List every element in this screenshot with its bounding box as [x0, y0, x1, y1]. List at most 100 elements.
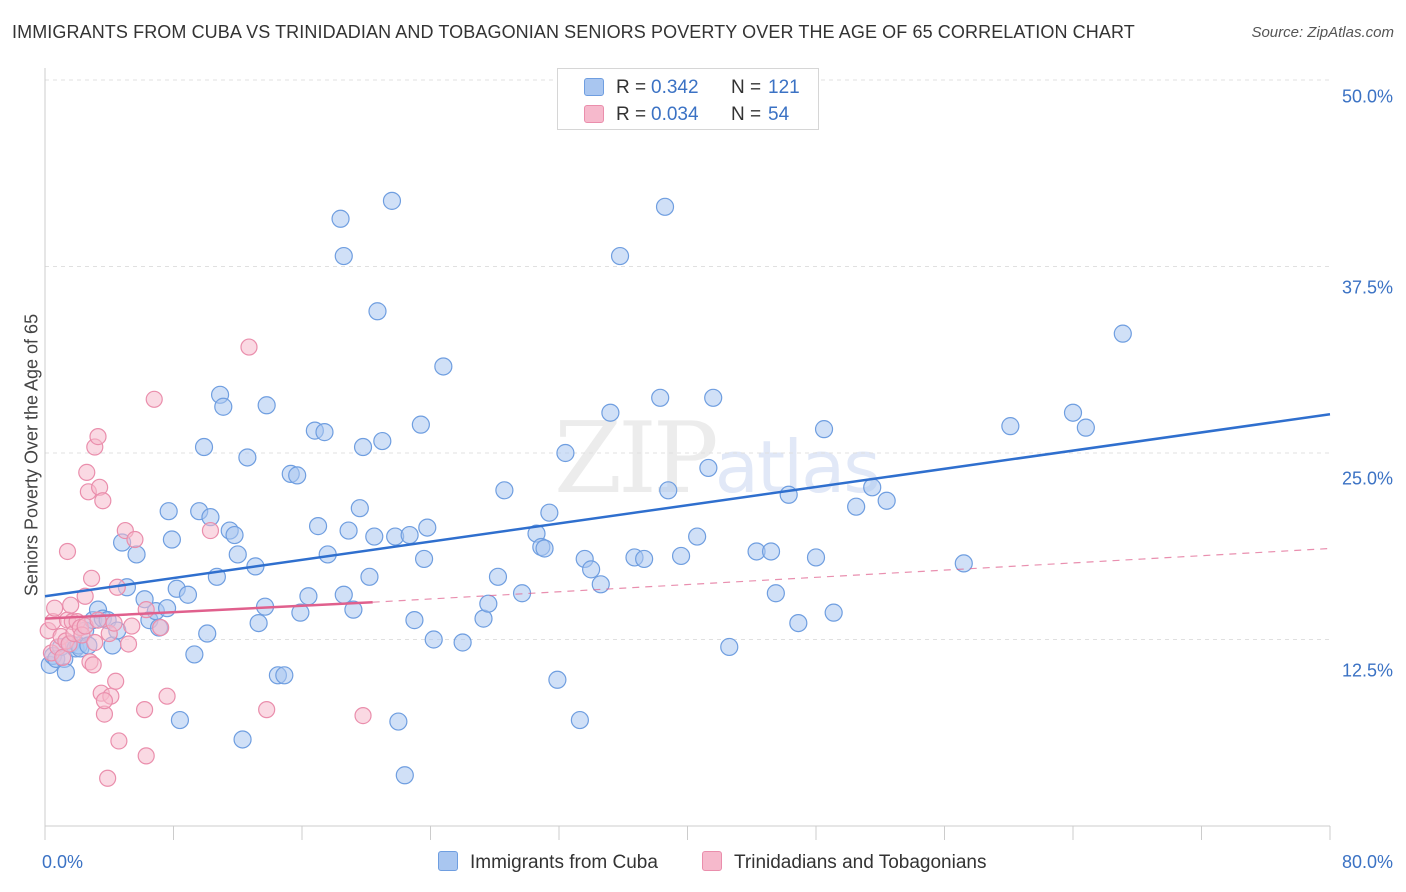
cuba-point — [198, 624, 217, 643]
trinidad-point — [240, 338, 258, 356]
trinidad-point — [62, 596, 80, 614]
cuba-point — [159, 502, 178, 521]
n-value: 54 — [768, 104, 790, 125]
y-tick-label: 50.0% — [1341, 86, 1393, 107]
trinidad-point — [82, 569, 101, 587]
chart-title: IMMIGRANTS FROM CUBA VS TRINIDADIAN AND … — [12, 22, 1135, 42]
cuba-point — [601, 403, 620, 422]
cuba-point — [225, 525, 244, 545]
legend-item-cuba: Immigrants from Cuba — [438, 851, 658, 874]
cuba-point — [214, 397, 233, 416]
cuba-point — [233, 730, 252, 749]
cuba-point — [651, 388, 670, 407]
cuba-point — [954, 554, 973, 573]
cuba-point — [877, 491, 896, 510]
cuba-point — [548, 670, 567, 689]
cuba-point — [299, 587, 318, 606]
cuba-point — [395, 766, 414, 785]
cuba-point — [814, 420, 834, 439]
stats-row-trinidad: R = 0.034 N = 54 — [558, 101, 818, 127]
cuba-point — [453, 633, 472, 652]
cuba-point — [360, 567, 379, 586]
cuba-point — [1113, 324, 1132, 343]
cuba-point — [659, 481, 678, 500]
trinidad-point — [84, 656, 102, 674]
cuba-point — [1001, 417, 1020, 436]
n-label: N = — [731, 77, 762, 98]
trinidad-point — [258, 701, 276, 719]
legend-item-trinidad: Trinidadians and Tobagonians — [702, 851, 986, 874]
cuba-point — [847, 497, 866, 516]
cuba-point — [238, 448, 257, 467]
cuba-point — [582, 560, 601, 579]
trinidad-point — [107, 672, 125, 690]
cuba-point — [806, 548, 826, 567]
cuba-point — [1063, 403, 1083, 422]
y-tick-label: 37.5% — [1341, 277, 1393, 298]
cuba-point — [824, 603, 843, 622]
cuba-point — [170, 710, 190, 730]
trinidad-point — [119, 635, 138, 653]
r-value: 0.034 — [651, 104, 699, 125]
cuba-point — [424, 630, 443, 649]
y-tick-label: 12.5% — [1341, 660, 1393, 681]
cuba-point — [414, 549, 434, 569]
y-axis-label: Seniors Poverty Over the Age of 65 — [21, 313, 42, 597]
cuba-point — [56, 663, 75, 682]
trinidad-point — [110, 732, 128, 750]
cuba-point — [540, 503, 559, 522]
cuba-point — [704, 388, 723, 407]
cuba-point — [162, 530, 181, 549]
cuba-point — [389, 712, 408, 731]
cuba-point — [411, 415, 430, 434]
trinidad-point — [137, 601, 155, 619]
trinidad-point — [86, 633, 104, 652]
trinidad-point — [78, 463, 96, 481]
cuba-point — [275, 666, 294, 685]
blue-swatch-icon — [438, 851, 458, 871]
cuba-point — [178, 585, 198, 604]
cuba-point — [863, 478, 882, 497]
cuba-point — [488, 567, 508, 586]
cuba-point — [382, 191, 402, 210]
cuba-point — [1076, 418, 1095, 437]
cuba-point — [127, 545, 146, 564]
cuba-point — [570, 710, 589, 730]
r-label: R = — [616, 77, 647, 98]
legend-label: Immigrants from Cuba — [470, 852, 658, 873]
trinidad-point — [46, 599, 64, 617]
trinidad-trend-line — [44, 600, 373, 620]
trinidad-point — [354, 706, 372, 725]
cuba-point — [671, 546, 691, 566]
cuba-point — [400, 525, 419, 545]
trinidad-point — [99, 769, 117, 787]
trinidad-point — [135, 701, 154, 719]
cuba-point — [418, 518, 437, 537]
cuba-point — [699, 458, 718, 478]
cuba-point — [344, 600, 363, 619]
cuba-point — [479, 594, 498, 613]
r-value: 0.342 — [651, 77, 699, 98]
cuba-point — [434, 357, 453, 376]
cuba-point — [556, 443, 575, 463]
cuba-point — [373, 431, 392, 451]
legend-label: Trinidadians and Tobagonians — [734, 852, 987, 873]
cuba-point — [194, 437, 214, 457]
cuba-point — [761, 542, 781, 561]
source-credit: Source: ZipAtlas.com — [1251, 24, 1394, 41]
cuba-point — [353, 437, 373, 457]
trinidad-point — [123, 617, 141, 635]
cuba-point — [334, 585, 353, 604]
y-tick-label: 25.0% — [1341, 468, 1393, 489]
stats-row-cuba: R = 0.342 N = 121 — [558, 74, 818, 100]
cuba-point — [789, 613, 808, 633]
cuba-trend-line — [44, 412, 1331, 598]
n-label: N = — [731, 104, 762, 125]
cuba-point — [308, 517, 328, 536]
cuba-point — [331, 209, 350, 228]
blue-swatch-icon — [584, 78, 604, 96]
cuba-point — [157, 599, 177, 618]
trinidad-point — [145, 390, 163, 408]
cuba-point — [291, 603, 310, 622]
